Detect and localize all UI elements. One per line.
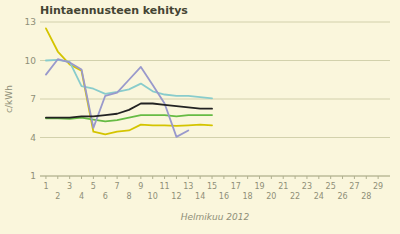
x-tick xyxy=(283,176,284,179)
x-tick-label: 19 xyxy=(254,182,264,191)
y-tick-label: 13 xyxy=(25,17,36,27)
x-tick xyxy=(117,176,118,179)
x-tick xyxy=(342,176,343,179)
x-tick-label: 14 xyxy=(195,192,205,201)
x-tick xyxy=(45,176,46,179)
x-tick-label: 11 xyxy=(159,182,169,191)
x-tick-label: 2 xyxy=(55,192,60,201)
x-tick-label: 25 xyxy=(326,182,336,191)
y-tick-label: 7 xyxy=(30,94,36,104)
series-line xyxy=(46,103,212,117)
x-tick-label: 16 xyxy=(219,192,229,201)
x-axis-line xyxy=(40,176,390,177)
grid-line xyxy=(40,99,390,100)
x-tick xyxy=(247,176,248,179)
x-tick-label: 18 xyxy=(243,192,253,201)
y-tick-label: 1 xyxy=(30,171,36,181)
x-tick-label: 8 xyxy=(126,192,131,201)
x-tick xyxy=(212,176,213,179)
title: Hintaennusteen kehitys xyxy=(40,4,188,17)
x-tick xyxy=(330,176,331,179)
series-line xyxy=(46,59,188,137)
plot-area xyxy=(46,28,212,136)
x-tick-label: 20 xyxy=(266,192,276,201)
x-tick-label: 24 xyxy=(314,192,324,201)
x-tick xyxy=(295,176,296,179)
x-tick-label: 23 xyxy=(302,182,312,191)
x-tick-label: 7 xyxy=(115,182,120,191)
x-tick xyxy=(81,176,82,179)
y-tick-label: 4 xyxy=(30,133,36,143)
x-tick xyxy=(223,176,224,179)
x-tick xyxy=(306,176,307,179)
x-tick xyxy=(271,176,272,179)
x-tick-label: 5 xyxy=(91,182,96,191)
y-axis-label: c/kWh xyxy=(4,85,14,113)
x-tick xyxy=(188,176,189,179)
x-tick-label: 13 xyxy=(183,182,193,191)
x-tick xyxy=(200,176,201,179)
x-tick xyxy=(164,176,165,179)
x-tick-label: 4 xyxy=(79,192,84,201)
x-tick xyxy=(128,176,129,179)
x-tick-label: 12 xyxy=(171,192,181,201)
x-tick-label: 26 xyxy=(337,192,347,201)
grid-line xyxy=(40,176,390,177)
series-line xyxy=(46,28,212,134)
x-tick-label: 21 xyxy=(278,182,288,191)
x-tick xyxy=(259,176,260,179)
x-tick xyxy=(140,176,141,179)
x-tick-label: 10 xyxy=(148,192,158,201)
x-tick-label: 29 xyxy=(373,182,383,191)
chart: Hintaennusteen kehitys1471013c/kWh123456… xyxy=(0,0,400,234)
x-tick xyxy=(235,176,236,179)
x-tick-label: 9 xyxy=(138,182,143,191)
x-tick xyxy=(69,176,70,179)
grid-line xyxy=(40,137,390,138)
grid-line xyxy=(40,22,390,23)
x-tick-label: 28 xyxy=(361,192,371,201)
x-tick-label: 1 xyxy=(43,182,48,191)
x-tick xyxy=(378,176,379,179)
x-tick xyxy=(366,176,367,179)
grid-line xyxy=(40,60,390,61)
x-tick-label: 3 xyxy=(67,182,72,191)
x-tick xyxy=(57,176,58,179)
x-tick-label: 17 xyxy=(231,182,241,191)
y-tick-label: 10 xyxy=(25,56,37,66)
x-tick-label: 15 xyxy=(207,182,217,191)
x-tick xyxy=(354,176,355,179)
x-tick-label: 22 xyxy=(290,192,300,201)
x-tick xyxy=(105,176,106,179)
x-axis-label: Helmikuu 2012 xyxy=(181,212,250,222)
x-tick-label: 27 xyxy=(349,182,359,191)
x-tick xyxy=(93,176,94,179)
x-tick xyxy=(318,176,319,179)
x-tick xyxy=(152,176,153,179)
x-tick xyxy=(176,176,177,179)
x-tick-label: 6 xyxy=(103,192,108,201)
